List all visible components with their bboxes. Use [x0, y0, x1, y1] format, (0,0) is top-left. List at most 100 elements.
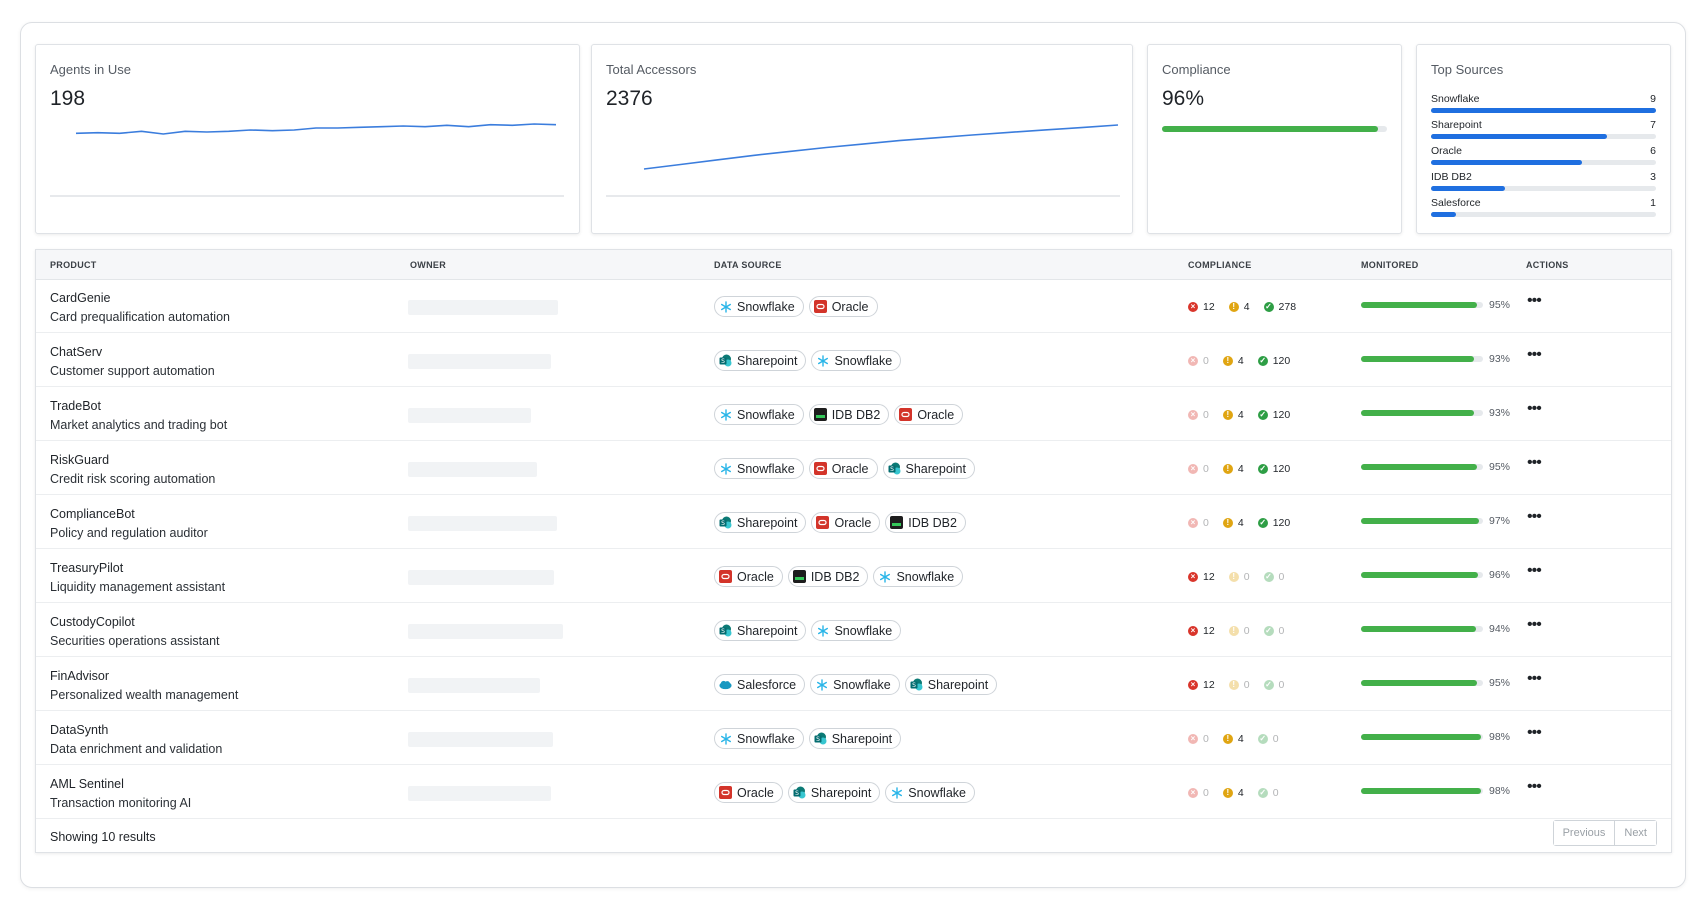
- table-row[interactable]: RiskGuard Credit risk scoring automation S…: [36, 442, 1671, 495]
- warning-stat: ! 4: [1222, 463, 1244, 475]
- product-name[interactable]: FinAdvisor: [50, 669, 110, 683]
- critical-icon: ×: [1188, 464, 1198, 474]
- more-actions-icon[interactable]: •••: [1527, 724, 1542, 741]
- data-source-chip[interactable]: Snowflake: [885, 782, 975, 803]
- data-source-chip[interactable]: S Sharepoint: [808, 728, 902, 749]
- data-source-chip[interactable]: IDB DB2: [885, 512, 966, 533]
- data-source-chip[interactable]: S Sharepoint: [714, 620, 807, 641]
- more-actions-icon[interactable]: •••: [1527, 670, 1542, 687]
- data-source-label: Snowflake: [834, 353, 893, 368]
- product-name[interactable]: RiskGuard: [50, 453, 110, 467]
- data-source-chip[interactable]: S Sharepoint: [714, 350, 807, 371]
- product-description: Transaction monitoring AI: [50, 796, 192, 810]
- th-data-source[interactable]: DATA SOURCE: [714, 260, 782, 270]
- more-actions-icon[interactable]: •••: [1527, 562, 1542, 579]
- data-source-chip[interactable]: Snowflake: [714, 458, 804, 479]
- table-row[interactable]: ChatServ Customer support automation S Shar…: [36, 334, 1671, 387]
- compliance-stats: × 12! 0 ✓ 0: [1188, 571, 1298, 583]
- product-description: Policy and regulation auditor: [50, 526, 208, 540]
- product-name[interactable]: ComplianceBot: [50, 507, 135, 521]
- data-source-chip[interactable]: IDB DB2: [808, 404, 890, 425]
- product-name[interactable]: DataSynth: [50, 723, 109, 737]
- critical-icon: ×: [1188, 518, 1198, 528]
- monitored-percent: 98%: [1489, 731, 1511, 743]
- data-source-label: Sharepoint: [737, 623, 798, 638]
- more-actions-icon[interactable]: •••: [1527, 508, 1542, 525]
- product-name[interactable]: TradeBot: [50, 399, 101, 413]
- warning-icon: !: [1228, 680, 1239, 690]
- monitored-percent: 95%: [1489, 461, 1511, 473]
- data-source-chip[interactable]: Oracle: [811, 512, 881, 533]
- data-source-chip[interactable]: Oracle: [894, 404, 964, 425]
- critical-stat: × 12: [1188, 679, 1215, 691]
- accessors-title: Total Accessors: [606, 62, 697, 77]
- data-source-chip[interactable]: Oracle: [808, 296, 878, 317]
- ok-stat: ✓ 120: [1257, 409, 1290, 421]
- table-row[interactable]: DataSynth Data enrichment and validation S…: [36, 712, 1671, 765]
- top-source-bar: [1431, 212, 1656, 217]
- more-actions-icon[interactable]: •••: [1527, 400, 1542, 417]
- data-source-chip[interactable]: Oracle: [808, 458, 878, 479]
- data-sources: S Sharepoint Snowflake: [714, 350, 902, 371]
- product-name[interactable]: CustodyCopilot: [50, 615, 135, 629]
- data-source-chip[interactable]: Snowflake: [873, 566, 964, 587]
- th-product[interactable]: PRODUCT: [50, 260, 97, 270]
- next-button[interactable]: Next: [1614, 821, 1656, 845]
- data-source-chip[interactable]: Snowflake: [714, 728, 804, 749]
- warning-icon: !: [1222, 356, 1233, 366]
- owner-placeholder: [408, 570, 554, 585]
- compliance-stats: × 12! 0 ✓ 0: [1188, 679, 1298, 691]
- warning-icon: !: [1228, 626, 1239, 636]
- data-source-chip[interactable]: Oracle: [714, 566, 783, 587]
- data-source-chip[interactable]: S Sharepoint: [904, 674, 998, 695]
- table-row[interactable]: FinAdvisor Personalized wealth management…: [36, 658, 1671, 711]
- product-name[interactable]: AML Sentinel: [50, 777, 124, 791]
- snowflake-icon: [878, 570, 891, 583]
- th-compliance[interactable]: COMPLIANCE: [1188, 260, 1252, 270]
- db2-icon: [813, 408, 827, 421]
- more-actions-icon[interactable]: •••: [1527, 616, 1542, 633]
- data-source-label: Sharepoint: [927, 677, 989, 692]
- table-row[interactable]: TradeBot Market analytics and trading bot…: [36, 388, 1671, 441]
- table-row[interactable]: TreasuryPilot Liquidity management assist…: [36, 550, 1671, 603]
- check-icon: ✓: [1257, 464, 1268, 474]
- ok-count: 0: [1272, 733, 1279, 745]
- data-source-chip[interactable]: Snowflake: [811, 350, 902, 371]
- compliance-stats: × 0! 4 ✓ 120: [1188, 463, 1304, 475]
- previous-button[interactable]: Previous: [1553, 821, 1615, 845]
- top-source-bar-fill: [1431, 134, 1607, 139]
- data-source-chip[interactable]: Snowflake: [811, 620, 902, 641]
- products-table: PRODUCT OWNER DATA SOURCE COMPLIANCE MON…: [35, 249, 1672, 853]
- data-source-chip[interactable]: Snowflake: [714, 404, 804, 425]
- monitored-percent: 98%: [1489, 785, 1511, 797]
- data-source-chip[interactable]: IDB DB2: [787, 566, 869, 587]
- more-actions-icon[interactable]: •••: [1527, 454, 1542, 471]
- monitored-bar-fill: [1361, 572, 1479, 578]
- data-source-label: IDB DB2: [810, 569, 860, 584]
- data-source-chip[interactable]: Snowflake: [810, 674, 900, 695]
- th-monitored[interactable]: MONITORED: [1361, 260, 1419, 270]
- th-owner[interactable]: OWNER: [410, 260, 446, 270]
- table-row[interactable]: CustodyCopilot Securities operations assi…: [36, 604, 1671, 657]
- table-row[interactable]: CardGenie Card prequalification automatio…: [36, 280, 1671, 333]
- product-name[interactable]: ChatServ: [50, 345, 103, 359]
- snowflake-icon: [719, 408, 732, 421]
- table-row[interactable]: AML Sentinel Transaction monitoring AI Ora…: [36, 766, 1671, 819]
- more-actions-icon[interactable]: •••: [1527, 778, 1542, 795]
- data-source-label: Sharepoint: [810, 785, 872, 800]
- data-source-chip[interactable]: Salesforce: [714, 674, 806, 695]
- product-name[interactable]: CardGenie: [50, 291, 111, 305]
- compliance-stats: × 0! 4 ✓ 0: [1188, 787, 1293, 799]
- more-actions-icon[interactable]: •••: [1527, 292, 1542, 309]
- data-source-chip[interactable]: Oracle: [714, 782, 783, 803]
- data-source-chip[interactable]: S Sharepoint: [787, 782, 881, 803]
- critical-count: 12: [1203, 625, 1215, 637]
- product-name[interactable]: TreasuryPilot: [50, 561, 124, 575]
- more-actions-icon[interactable]: •••: [1527, 346, 1542, 363]
- top-source-bar: [1431, 186, 1656, 191]
- data-source-chip[interactable]: S Sharepoint: [714, 512, 807, 533]
- data-source-chip[interactable]: Snowflake: [714, 296, 804, 317]
- warning-icon: !: [1222, 464, 1233, 474]
- table-row[interactable]: ComplianceBot Policy and regulation audit…: [36, 496, 1671, 549]
- data-source-chip[interactable]: S Sharepoint: [882, 458, 975, 479]
